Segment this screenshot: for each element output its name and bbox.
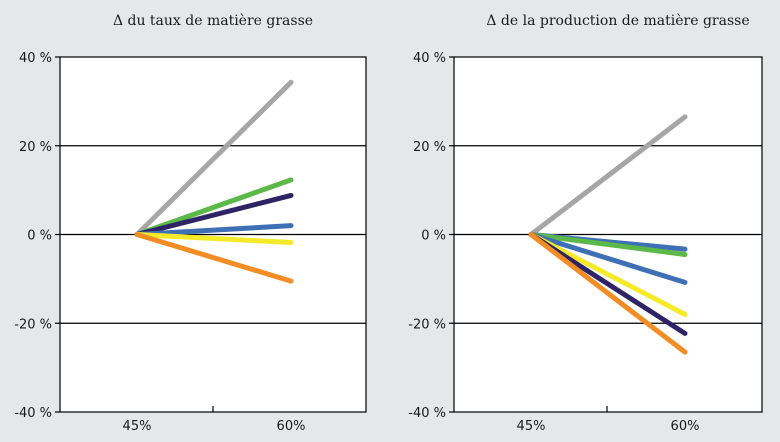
chart-title: Δ de la production de matière grasse [486,13,749,29]
series-line [134,177,294,237]
x-tick-label: 60% [671,419,700,434]
x-tick-label: 45% [123,419,152,434]
x-tick-label: 45% [517,419,546,434]
series-line [528,232,688,317]
y-tick-label: 20 % [19,140,52,155]
y-tick-label: 20 % [413,140,446,155]
series-line [134,223,294,237]
chart-2: 40 % 20 % 0 % -20 % -40 % 45% 60% Δ de la produ… [408,13,763,434]
y-tick-label: -20 % [408,317,446,332]
series-line [134,232,294,245]
series-line [134,79,294,237]
y-tick-label: 0 % [421,229,446,244]
series-line [134,232,294,284]
y-tick-label: 40 % [19,51,52,66]
series-line [528,232,688,285]
chart-title: Δ du taux de matière grasse [113,13,313,29]
series-line [134,192,294,237]
x-tick-label: 60% [277,419,306,434]
y-tick-label: 40 % [413,51,446,66]
y-tick-label: -40 % [14,406,52,421]
series-line [528,232,688,257]
chart-1: 40 % 20 % 0 % -20 % -40 % 45% 60% Δ du taux de … [14,13,367,434]
y-tick-label: -20 % [14,317,52,332]
y-tick-label: 0 % [27,229,52,244]
series-line [528,232,688,355]
series-line [528,114,688,237]
y-tick-label: -40 % [408,406,446,421]
